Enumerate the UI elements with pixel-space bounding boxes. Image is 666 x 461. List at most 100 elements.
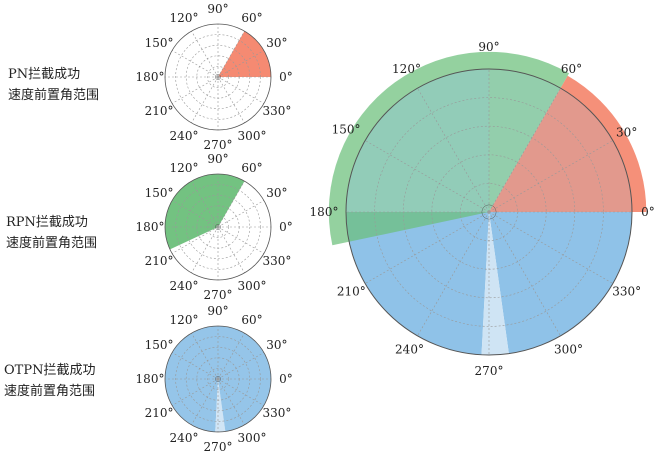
sector	[218, 326, 271, 379]
pn-caption-line1: PN拦截成功	[8, 67, 81, 82]
grid-ring	[175, 34, 261, 120]
angle-label: 330°	[262, 254, 291, 268]
combined-polar-plot: 0° 30° 60° 90° 120° 150° 180° 210° 240° 270° 300° 3…	[310, 40, 655, 378]
otpn-overlap	[489, 69, 632, 212]
angle-label: 210°	[145, 254, 174, 268]
grid-spoke	[191, 180, 219, 228]
sector	[165, 174, 245, 250]
grid-spoke	[171, 378, 219, 406]
angle-label: 60°	[241, 161, 262, 175]
otpn-caption: OTPN拦截成功 速度前置角范围	[4, 360, 95, 402]
angle-label: 150°	[332, 123, 361, 137]
angle-label: 150°	[145, 36, 174, 50]
angle-label: 210°	[145, 406, 174, 420]
pn-caption: PN拦截成功 速度前置角范围	[8, 64, 99, 106]
center-ring	[215, 376, 221, 382]
sector	[164, 326, 218, 432]
grid-spoke	[217, 378, 265, 406]
grid-spoke	[171, 352, 219, 380]
grid-ring	[185, 194, 251, 260]
angle-label: 240°	[395, 343, 424, 357]
angle-label: 120°	[170, 313, 199, 327]
angle-label: 300°	[554, 343, 583, 357]
rpn-caption-line1: RPN拦截成功	[6, 215, 88, 230]
grid-ring	[175, 336, 261, 422]
angle-label: 330°	[262, 104, 291, 118]
grid-spoke	[217, 352, 265, 380]
angle-label: 270°	[204, 288, 233, 302]
angle-label: 300°	[238, 431, 267, 445]
sector	[218, 379, 271, 432]
outer-ring	[345, 68, 633, 356]
angle-label: 90°	[207, 304, 228, 318]
grid-spoke	[171, 200, 219, 228]
otpn-overlap	[346, 69, 489, 212]
angle-label: 120°	[170, 11, 199, 25]
grid-spoke	[171, 76, 219, 104]
outer-ring	[164, 23, 272, 131]
angle-label: 30°	[266, 36, 287, 50]
angle-label: 150°	[145, 338, 174, 352]
angle-label: 270°	[204, 138, 233, 152]
angle-label: 0°	[641, 205, 655, 219]
grid-spoke	[217, 226, 245, 274]
grid-ring	[185, 44, 251, 110]
grid-ring	[175, 184, 261, 270]
angle-label: 330°	[612, 285, 641, 299]
angle-label: 30°	[266, 338, 287, 352]
angle-label: 180°	[136, 70, 165, 84]
grid-spoke	[191, 226, 219, 274]
outer-ring	[164, 325, 272, 433]
angle-label: 0°	[279, 70, 293, 84]
pn-sector	[489, 75, 647, 213]
grid-spoke	[191, 30, 219, 78]
rpn-caption: RPN拦截成功 速度前置角范围	[6, 212, 97, 254]
angle-label: 270°	[475, 364, 504, 378]
grid-ring	[374, 97, 604, 327]
angle-label: 60°	[241, 11, 262, 25]
angle-label: 90°	[207, 2, 228, 16]
angle-label: 270°	[204, 440, 233, 454]
angle-label: 90°	[478, 40, 499, 54]
grid-spoke	[217, 180, 245, 228]
grid-spoke	[191, 76, 219, 124]
center-ring	[215, 224, 221, 230]
grid-spoke	[217, 50, 265, 78]
angle-label: 30°	[266, 186, 287, 200]
grid-spoke	[217, 76, 245, 124]
angle-label: 180°	[136, 220, 165, 234]
angle-label: 30°	[616, 126, 637, 140]
grid-spoke	[217, 76, 265, 104]
grid-spoke	[191, 378, 219, 426]
angle-label: 0°	[279, 220, 293, 234]
otpn-caption-line2: 速度前置角范围	[4, 384, 96, 399]
rpn-polar-plot: 0° 30° 60° 90° 120° 150° 180° 210° 240° 270° 300° 3…	[136, 152, 293, 302]
angle-label: 150°	[145, 186, 174, 200]
angle-label: 330°	[262, 406, 291, 420]
rpn-sector	[328, 51, 570, 246]
rpn-caption-line2: 速度前置角范围	[6, 236, 98, 251]
grid-ring	[207, 216, 229, 238]
grid-ring	[185, 346, 251, 412]
otpn-polar-plot: 0° 30° 60° 90° 120° 150° 180° 210° 240° 270° 300° 3…	[136, 304, 293, 454]
angle-label: 210°	[337, 285, 366, 299]
grid-spoke	[191, 332, 219, 380]
angle-label: 60°	[241, 313, 262, 327]
center-ring	[481, 204, 497, 220]
grid-ring	[207, 66, 229, 88]
angle-label: 90°	[207, 152, 228, 166]
pn-polar-plot: 0° 30° 60° 90° 120° 150° 180° 210° 240° 270° 300° 3…	[136, 2, 293, 152]
center-ring	[215, 74, 221, 80]
grid-spoke	[171, 50, 219, 78]
angle-label: 120°	[392, 62, 421, 76]
pn-caption-line2: 速度前置角范围	[8, 88, 100, 103]
grid-spoke	[217, 200, 265, 228]
angle-label: 240°	[170, 431, 199, 445]
grid-spoke	[217, 378, 245, 426]
angle-label: 300°	[238, 279, 267, 293]
angle-label: 240°	[170, 129, 199, 143]
angle-label: 300°	[238, 129, 267, 143]
angle-label: 180°	[136, 372, 165, 386]
angle-label: 180°	[310, 205, 339, 219]
angle-label: 210°	[145, 104, 174, 118]
